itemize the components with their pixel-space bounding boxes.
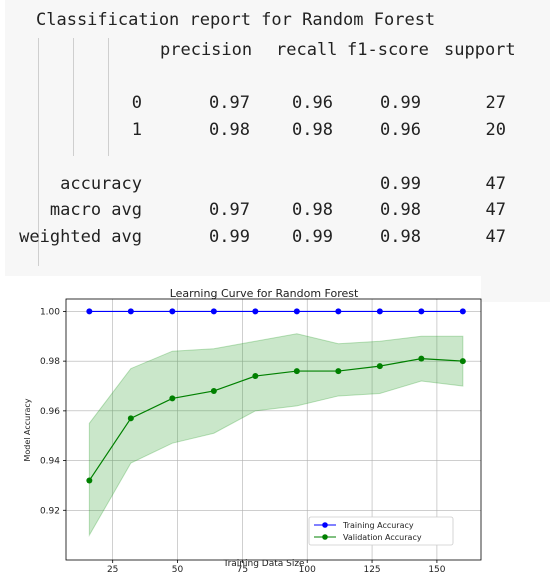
header-f1-score: f1-score (347, 40, 429, 60)
x-tick-label: 150 (428, 565, 445, 573)
y-axis-label: Model Accuracy (23, 398, 32, 461)
validation-accuracy-point (252, 373, 259, 380)
row-label: 1 (131, 120, 142, 140)
training-accuracy-point (252, 308, 259, 315)
y-tick-label: 0.92 (40, 506, 60, 516)
legend: Training Accuracy Validation Accuracy (308, 516, 454, 546)
cell-recall: 0.96 (292, 93, 333, 113)
validation-accuracy-point (86, 477, 93, 484)
x-tick-label: 75 (237, 565, 248, 573)
legend-validation-label: Validation Accuracy (343, 533, 422, 542)
validation-accuracy-point (210, 387, 217, 394)
validation-accuracy-line (88, 358, 463, 481)
cell-f1: 0.99 (380, 174, 421, 194)
training-accuracy-point (293, 308, 300, 315)
cell-precision: 0.97 (209, 93, 250, 113)
cell-support: 20 (485, 120, 506, 140)
cell-support: 47 (485, 200, 506, 220)
header-support: support (444, 40, 516, 60)
cell-precision: 0.99 (209, 227, 250, 247)
header-precision: precision (160, 40, 253, 60)
training-accuracy-point (86, 308, 93, 315)
x-axis-label: Training Data Size (222, 559, 305, 569)
row-label: 0 (131, 93, 142, 113)
cell-f1: 0.98 (380, 200, 421, 220)
divider (38, 38, 39, 266)
validation-accuracy-band (88, 333, 464, 538)
legend-box (308, 516, 454, 546)
divider (108, 38, 109, 156)
legend-training-label: Training Accuracy (342, 521, 414, 530)
y-tick-label: 0.96 (40, 407, 60, 417)
y-tick-label: 0.98 (40, 357, 60, 367)
x-tick-label: 100 (299, 565, 316, 573)
validation-accuracy-point (418, 355, 425, 362)
training-accuracy-point (127, 308, 134, 315)
cell-recall: 0.98 (292, 200, 333, 220)
training-accuracy-point (335, 308, 342, 315)
validation-accuracy-point (293, 368, 300, 375)
row-label: macro avg (49, 200, 142, 220)
y-tick-label: 1.00 (40, 307, 60, 317)
row-label: accuracy (60, 174, 142, 194)
x-tick-label: 125 (363, 565, 380, 573)
cell-support: 27 (485, 93, 506, 113)
x-tick-label: 50 (172, 565, 184, 573)
row-label: weighted avg (19, 227, 142, 247)
header-recall: recall (276, 40, 338, 60)
training-accuracy-point (459, 308, 466, 315)
report-title: Classification report for Random Forest (36, 10, 436, 30)
report-background (481, 276, 550, 302)
cell-f1: 0.98 (380, 227, 421, 247)
training-accuracy-point (210, 308, 217, 315)
cell-support: 47 (485, 174, 506, 194)
validation-accuracy-point (335, 368, 342, 375)
x-tick-label: 25 (107, 565, 118, 573)
classification-report: Classification report for Random Forest … (5, 0, 550, 276)
cell-f1: 0.99 (380, 93, 421, 113)
cell-f1: 0.96 (380, 120, 421, 140)
cell-recall: 0.99 (292, 227, 333, 247)
legend-training-marker (322, 522, 328, 528)
training-accuracy-point (376, 308, 383, 315)
divider (73, 38, 74, 156)
cell-recall: 0.98 (292, 120, 333, 140)
cell-support: 47 (485, 227, 506, 247)
training-accuracy-point (169, 308, 176, 315)
cell-precision: 0.98 (209, 120, 250, 140)
validation-accuracy-point (127, 415, 134, 422)
validation-accuracy-point (169, 395, 176, 402)
plot-frame (65, 298, 482, 561)
chart-title: Learning Curve for Random Forest (170, 287, 359, 300)
validation-accuracy-point (459, 358, 466, 365)
legend-validation-marker (322, 534, 328, 540)
learning-curve-chart: Learning Curve for Random Forest 25 50 75 1… (23, 287, 482, 573)
cell-precision: 0.97 (209, 200, 250, 220)
y-tick-label: 0.94 (40, 457, 60, 467)
validation-accuracy-point (376, 363, 383, 370)
training-accuracy-point (418, 308, 425, 315)
